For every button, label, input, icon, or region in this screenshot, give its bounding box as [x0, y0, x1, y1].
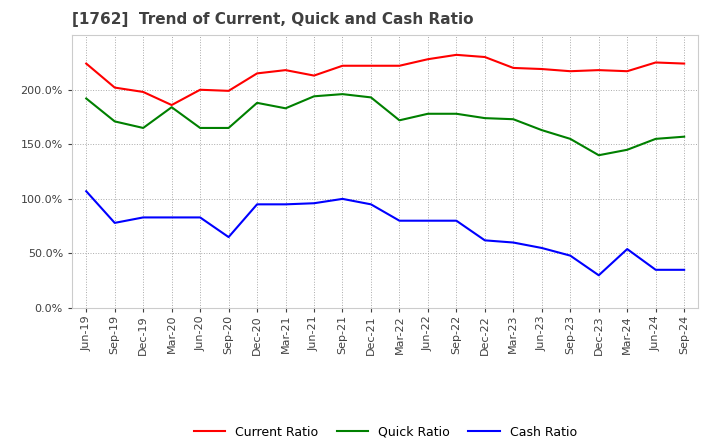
Cash Ratio [423, 218, 432, 224]
Current Ratio [395, 63, 404, 68]
Current Ratio [423, 57, 432, 62]
Cash Ratio [225, 235, 233, 240]
Quick Ratio [82, 96, 91, 101]
Quick Ratio [595, 153, 603, 158]
Quick Ratio [110, 119, 119, 124]
Line: Cash Ratio: Cash Ratio [86, 191, 684, 275]
Cash Ratio [338, 196, 347, 202]
Quick Ratio [623, 147, 631, 152]
Cash Ratio [680, 267, 688, 272]
Quick Ratio [395, 117, 404, 123]
Current Ratio [595, 67, 603, 73]
Text: [1762]  Trend of Current, Quick and Cash Ratio: [1762] Trend of Current, Quick and Cash … [72, 12, 474, 27]
Quick Ratio [423, 111, 432, 117]
Quick Ratio [338, 92, 347, 97]
Cash Ratio [366, 202, 375, 207]
Current Ratio [452, 52, 461, 58]
Cash Ratio [623, 246, 631, 252]
Current Ratio [196, 87, 204, 92]
Cash Ratio [566, 253, 575, 258]
Current Ratio [537, 66, 546, 72]
Current Ratio [566, 69, 575, 74]
Cash Ratio [82, 189, 91, 194]
Cash Ratio [253, 202, 261, 207]
Cash Ratio [537, 246, 546, 251]
Current Ratio [652, 60, 660, 65]
Quick Ratio [680, 134, 688, 139]
Current Ratio [509, 65, 518, 70]
Quick Ratio [452, 111, 461, 117]
Current Ratio [253, 71, 261, 76]
Legend: Current Ratio, Quick Ratio, Cash Ratio: Current Ratio, Quick Ratio, Cash Ratio [189, 421, 582, 440]
Quick Ratio [167, 105, 176, 110]
Cash Ratio [595, 273, 603, 278]
Quick Ratio [566, 136, 575, 142]
Current Ratio [480, 55, 489, 60]
Cash Ratio [310, 201, 318, 206]
Cash Ratio [509, 240, 518, 245]
Cash Ratio [480, 238, 489, 243]
Current Ratio [82, 61, 91, 66]
Quick Ratio [310, 94, 318, 99]
Line: Quick Ratio: Quick Ratio [86, 94, 684, 155]
Cash Ratio [196, 215, 204, 220]
Current Ratio [338, 63, 347, 68]
Line: Current Ratio: Current Ratio [86, 55, 684, 105]
Current Ratio [310, 73, 318, 78]
Current Ratio [225, 88, 233, 93]
Quick Ratio [225, 125, 233, 131]
Cash Ratio [395, 218, 404, 224]
Quick Ratio [139, 125, 148, 131]
Quick Ratio [652, 136, 660, 142]
Current Ratio [366, 63, 375, 68]
Quick Ratio [282, 106, 290, 111]
Cash Ratio [452, 218, 461, 224]
Cash Ratio [652, 267, 660, 272]
Quick Ratio [253, 100, 261, 106]
Quick Ratio [366, 95, 375, 100]
Quick Ratio [509, 117, 518, 122]
Current Ratio [282, 67, 290, 73]
Current Ratio [623, 69, 631, 74]
Quick Ratio [196, 125, 204, 131]
Cash Ratio [282, 202, 290, 207]
Quick Ratio [537, 128, 546, 133]
Cash Ratio [167, 215, 176, 220]
Current Ratio [167, 103, 176, 108]
Quick Ratio [480, 115, 489, 121]
Cash Ratio [139, 215, 148, 220]
Current Ratio [110, 85, 119, 90]
Cash Ratio [110, 220, 119, 226]
Current Ratio [139, 89, 148, 95]
Current Ratio [680, 61, 688, 66]
